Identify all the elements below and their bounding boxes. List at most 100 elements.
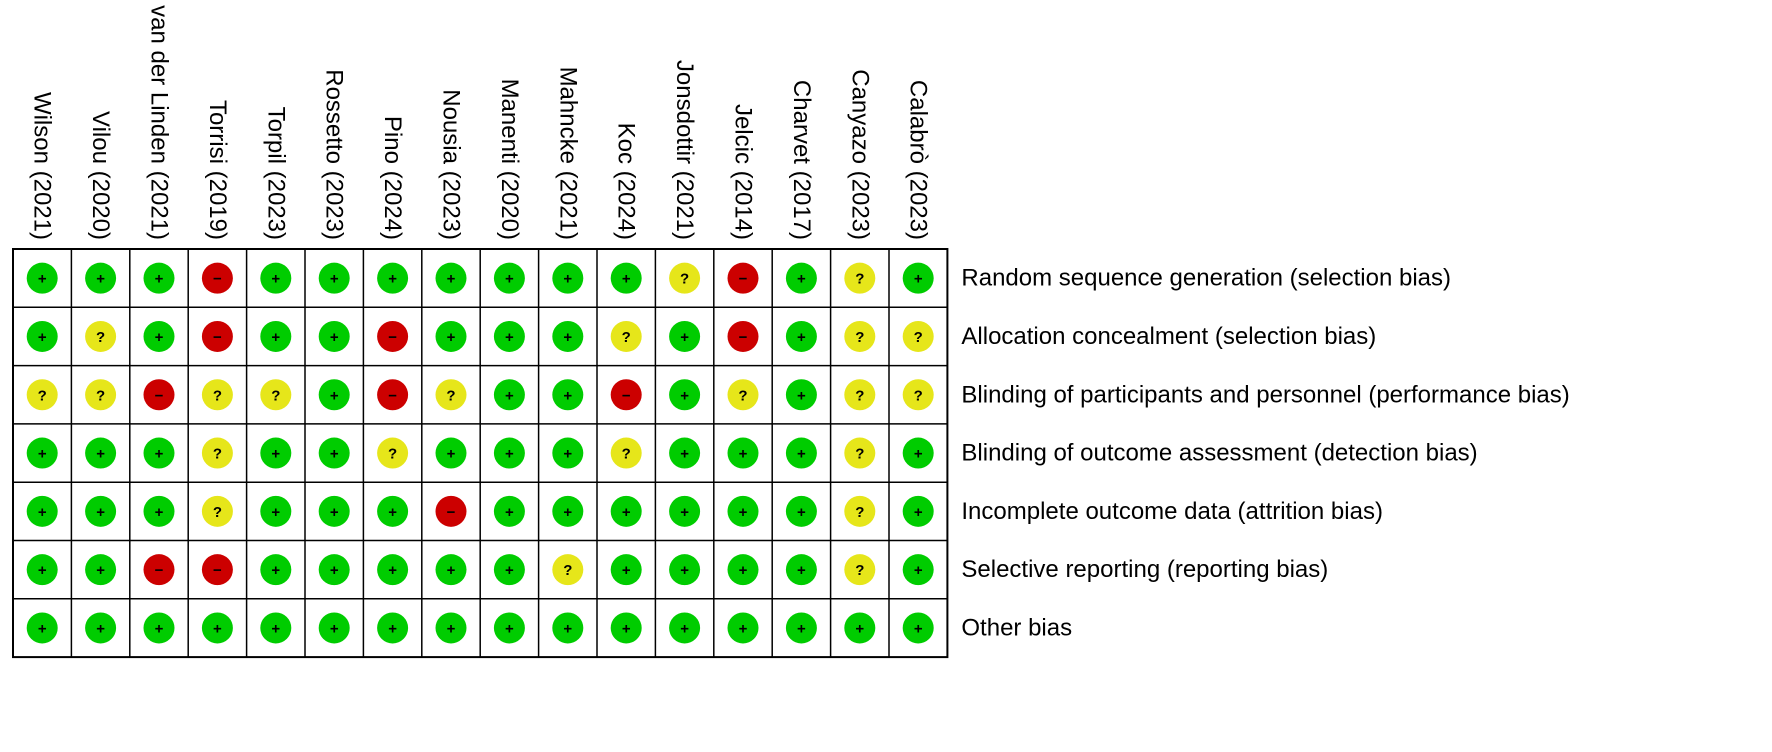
rating-symbol: +	[563, 446, 572, 463]
rating-symbol: ?	[855, 446, 864, 463]
rating-symbol: +	[38, 329, 47, 346]
rating-symbol: +	[680, 562, 689, 579]
rating-cell-low: +	[26, 612, 58, 644]
rating-symbol: +	[271, 620, 280, 637]
rating-cell-low: +	[377, 495, 409, 527]
study-label: Canyazo (2023)	[846, 69, 873, 240]
rating-circle-low	[143, 495, 175, 527]
rating-symbol: +	[505, 504, 514, 521]
domain-label: Allocation concealment (selection bias)	[961, 323, 1376, 350]
rating-symbol: +	[505, 446, 514, 463]
rating-circle-low	[143, 262, 175, 294]
rating-symbol: +	[563, 504, 572, 521]
rating-symbol: −	[213, 329, 222, 346]
rating-cell-unclear: ?	[610, 320, 642, 352]
rating-symbol: ?	[855, 504, 864, 521]
rating-cell-high: −	[377, 379, 409, 411]
rating-symbol: +	[388, 620, 397, 637]
rating-circle-low	[318, 262, 350, 294]
rating-symbol: +	[271, 329, 280, 346]
rating-circle-low	[435, 437, 467, 469]
rating-symbol: +	[447, 562, 456, 579]
rating-cell-low: +	[435, 554, 467, 586]
rating-circle-low	[26, 554, 58, 586]
rating-cell-low: +	[85, 554, 117, 586]
rating-symbol: +	[563, 329, 572, 346]
rating-circle-low	[260, 495, 292, 527]
rating-circle-unclear	[552, 554, 584, 586]
rating-circle-low	[318, 495, 350, 527]
rating-cell-low: +	[85, 437, 117, 469]
rating-circle-unclear	[902, 379, 934, 411]
rating-symbol: +	[797, 620, 806, 637]
rating-circle-unclear	[201, 379, 233, 411]
rating-symbol: +	[563, 387, 572, 404]
rating-circle-low	[26, 437, 58, 469]
rating-cell-low: +	[493, 379, 525, 411]
rating-symbol: +	[330, 562, 339, 579]
rating-cell-unclear: ?	[844, 320, 876, 352]
rating-symbol: +	[330, 271, 339, 288]
rating-cell-unclear: ?	[844, 262, 876, 294]
study-label: Nousia (2023)	[438, 89, 465, 240]
rating-circle-high	[201, 554, 233, 586]
rating-symbol: +	[330, 446, 339, 463]
rating-symbol: +	[155, 620, 164, 637]
rating-cell-low: +	[318, 612, 350, 644]
rating-circle-high	[610, 379, 642, 411]
rating-circle-low	[610, 495, 642, 527]
rating-symbol: +	[447, 329, 456, 346]
rating-cell-low: +	[785, 379, 817, 411]
rating-circle-high	[727, 320, 759, 352]
rating-cell-low: +	[727, 554, 759, 586]
rating-symbol: +	[330, 387, 339, 404]
rating-symbol: +	[96, 620, 105, 637]
rating-circle-low	[785, 554, 817, 586]
rating-circle-low	[902, 554, 934, 586]
rating-symbol: ?	[446, 387, 455, 404]
rating-cell-unclear: ?	[610, 437, 642, 469]
rating-cell-low: +	[435, 612, 467, 644]
rating-circle-low	[727, 437, 759, 469]
rating-circle-low	[493, 554, 525, 586]
rating-circle-unclear	[610, 437, 642, 469]
rating-circle-low	[785, 495, 817, 527]
rating-circle-unclear	[610, 320, 642, 352]
rating-symbol: +	[271, 504, 280, 521]
rating-circle-high	[727, 262, 759, 294]
rating-symbol: +	[96, 504, 105, 521]
rating-symbol: +	[388, 504, 397, 521]
rating-symbol: ?	[855, 387, 864, 404]
rating-symbol: +	[680, 446, 689, 463]
rating-symbol: +	[680, 620, 689, 637]
rating-cell-unclear: ?	[552, 554, 584, 586]
rating-circle-low	[493, 437, 525, 469]
rating-circle-low	[318, 437, 350, 469]
rating-cell-low: +	[902, 495, 934, 527]
rating-cell-low: +	[377, 554, 409, 586]
rating-circle-low	[727, 554, 759, 586]
rating-circle-low	[377, 612, 409, 644]
rating-circle-low	[85, 437, 117, 469]
rating-circle-low	[493, 379, 525, 411]
rating-symbol: +	[155, 329, 164, 346]
rating-circle-unclear	[26, 379, 58, 411]
rating-circle-low	[318, 379, 350, 411]
domain-label: Other bias	[961, 614, 1072, 641]
rating-cell-unclear: ?	[377, 437, 409, 469]
rating-cell-low: +	[552, 437, 584, 469]
rating-symbol: +	[330, 504, 339, 521]
rating-cell-low: +	[85, 262, 117, 294]
rating-symbol: +	[563, 620, 572, 637]
rating-circle-unclear	[844, 437, 876, 469]
rating-cell-low: +	[610, 554, 642, 586]
rating-circle-high	[143, 554, 175, 586]
rating-circle-low	[435, 612, 467, 644]
rating-cell-high: −	[727, 262, 759, 294]
rating-symbol: −	[622, 387, 631, 404]
rating-circle-unclear	[201, 495, 233, 527]
rating-circle-low	[902, 262, 934, 294]
rating-cells: + + + − + + + + + + +? − +? + +? + − + + − + + +? + − +???? −?? + −?…	[26, 262, 934, 644]
rating-symbol: +	[388, 271, 397, 288]
